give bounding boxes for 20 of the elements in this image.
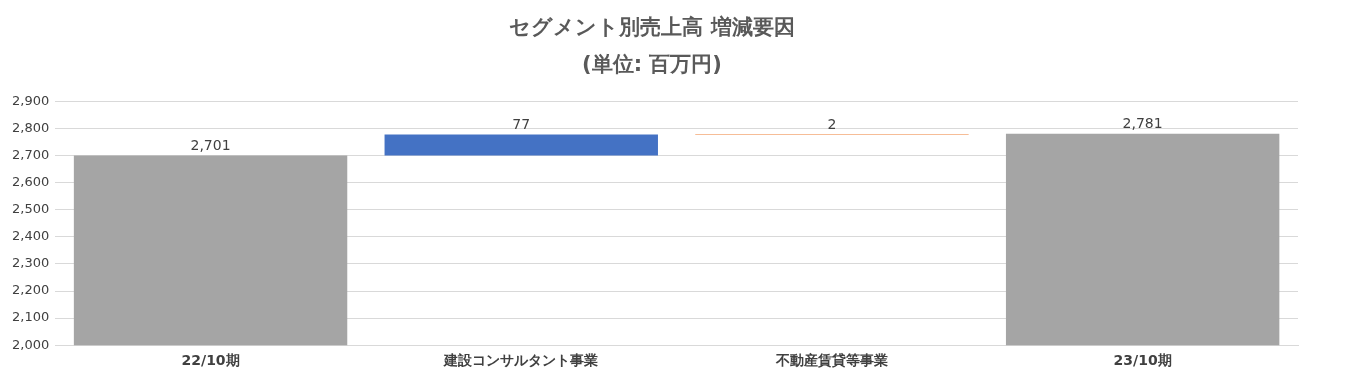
data-label: 2,781 bbox=[1122, 115, 1163, 132]
y-tick-label: 2,500 bbox=[12, 201, 50, 217]
chart-title: セグメント別売上高 増減要因 bbox=[509, 14, 795, 39]
x-tick-label: 22/10期 bbox=[181, 352, 240, 369]
chart-subtitle: (単位: 百万円) bbox=[582, 51, 722, 76]
y-tick-label: 2,700 bbox=[12, 147, 50, 163]
y-tick-label: 2,200 bbox=[12, 282, 50, 298]
y-tick-label: 2,400 bbox=[12, 228, 50, 244]
y-tick-label: 2,100 bbox=[12, 309, 50, 325]
y-tick-label: 2,000 bbox=[12, 336, 50, 352]
data-label: 2,701 bbox=[190, 137, 231, 154]
x-tick-label: 23/10期 bbox=[1113, 352, 1172, 369]
y-tick-label: 2,800 bbox=[12, 119, 50, 135]
y-tick-label: 2,900 bbox=[12, 92, 50, 108]
y-tick-label: 2,600 bbox=[12, 174, 50, 190]
data-label: 2 bbox=[827, 115, 837, 132]
x-tick-label: 不動産賃貸等事業 bbox=[774, 352, 888, 369]
data-label: 77 bbox=[512, 116, 531, 133]
y-tick-label: 2,300 bbox=[12, 255, 50, 271]
x-tick-label: 建設コンサルタント事業 bbox=[443, 352, 599, 369]
